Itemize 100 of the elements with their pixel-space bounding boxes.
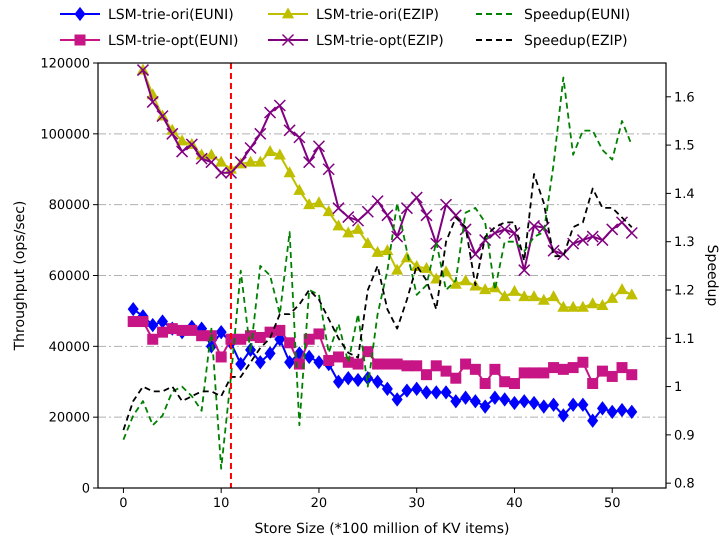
point [518, 367, 530, 378]
point [450, 394, 462, 408]
point [352, 214, 364, 227]
y2-tick-label: 1.3 [674, 235, 695, 250]
point [478, 234, 492, 246]
point [420, 385, 432, 400]
point [498, 223, 511, 236]
point [157, 326, 168, 338]
point [499, 376, 510, 388]
legend-label: LSM-trie-ori(EUNI) [108, 7, 234, 23]
point [411, 360, 422, 372]
x-tick-label: 0 [119, 496, 128, 511]
point [391, 264, 404, 275]
point [480, 378, 491, 390]
point [381, 244, 394, 256]
y-tick-label: 20000 [48, 410, 90, 426]
point [626, 404, 638, 420]
legend-label: LSM-trie-ori(EZIP) [316, 7, 440, 23]
point [137, 316, 148, 328]
point [303, 198, 316, 210]
point [264, 346, 276, 361]
point [460, 274, 472, 286]
point [264, 106, 276, 119]
point [430, 385, 442, 400]
point [195, 152, 208, 165]
point [186, 324, 198, 336]
y2-tick-label: 1.5 [674, 138, 695, 154]
y2-tick-label: 1.1 [674, 332, 695, 347]
point [372, 358, 384, 370]
point [557, 248, 570, 260]
point [128, 302, 139, 316]
point [460, 358, 472, 370]
point [587, 414, 598, 428]
point [450, 209, 462, 222]
point [283, 124, 296, 137]
point [568, 398, 579, 412]
point [548, 290, 560, 302]
point [596, 299, 609, 310]
point [244, 142, 257, 154]
point [567, 300, 580, 312]
point [304, 350, 315, 364]
y-tick-label: 100000 [40, 127, 90, 142]
point [616, 216, 628, 229]
y2-tick-label: 1.6 [674, 90, 695, 106]
point [577, 356, 588, 368]
point [302, 156, 316, 168]
y-tick-label: 40000 [48, 340, 90, 355]
point [128, 316, 139, 328]
point [313, 328, 324, 340]
x-tick-label: 10 [212, 496, 230, 511]
point [323, 355, 334, 366]
point [498, 290, 511, 302]
point [606, 292, 618, 303]
y2-axis-title: Speedup [704, 244, 720, 306]
point [244, 156, 257, 167]
point [577, 398, 588, 412]
legend-label: Speedup(EZIP) [524, 33, 628, 49]
point [596, 401, 608, 416]
y2-tick-label: 0.9 [674, 428, 695, 444]
point [342, 226, 354, 238]
point [147, 334, 158, 345]
point [196, 330, 208, 342]
point [166, 128, 179, 140]
point [410, 191, 423, 204]
point [479, 283, 492, 294]
x-axis-title: Store Size (*100 million of KV items) [254, 521, 510, 537]
point [606, 223, 618, 236]
point [538, 294, 550, 305]
point [568, 362, 579, 374]
point [332, 374, 344, 389]
point [587, 378, 598, 390]
point [176, 145, 188, 158]
y-axis-title: Throughput (ops/sec) [12, 200, 28, 352]
point [390, 230, 404, 243]
y2-tick-label: 0.8 [674, 476, 695, 492]
point [332, 351, 344, 362]
point [548, 362, 560, 374]
point [420, 369, 432, 380]
point [254, 355, 266, 370]
x-tick-label: 20 [310, 496, 328, 511]
legend-label: LSM-trie-opt(EUNI) [108, 33, 238, 49]
point [216, 351, 227, 362]
point [626, 226, 638, 240]
y2-tick-label: 1.4 [674, 186, 695, 202]
point [235, 334, 246, 345]
point [508, 284, 521, 296]
point [216, 325, 227, 340]
point [274, 148, 286, 160]
y2-tick-label: 1 [674, 380, 682, 396]
point [342, 210, 355, 224]
point [400, 202, 414, 214]
y2-tick-label: 1.2 [674, 283, 695, 298]
point [626, 288, 638, 300]
point [430, 237, 443, 250]
point [332, 219, 345, 230]
point [312, 140, 326, 152]
point [264, 144, 276, 156]
point [322, 163, 335, 176]
point [215, 156, 228, 167]
point [392, 392, 403, 407]
